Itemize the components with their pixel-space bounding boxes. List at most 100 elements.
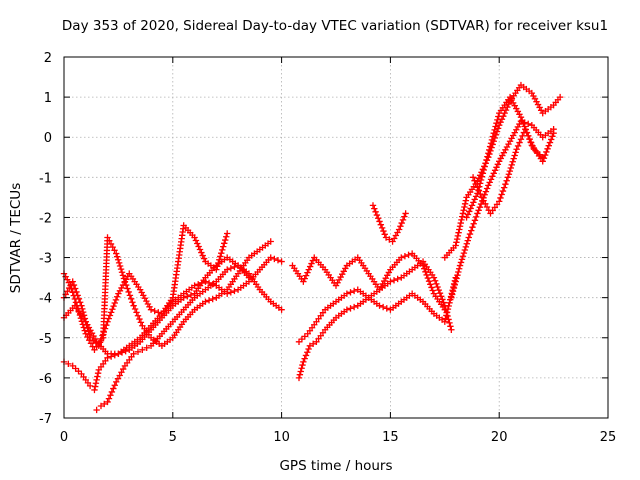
data-point-marker — [118, 369, 125, 376]
data-point-marker — [106, 237, 113, 244]
data-point-marker — [490, 170, 497, 177]
data-point-marker — [377, 221, 385, 228]
data-point-marker — [115, 259, 123, 267]
data-point-marker — [546, 139, 554, 146]
data-point-marker — [347, 289, 354, 296]
data-point-marker — [441, 318, 448, 325]
data-point-marker — [129, 299, 136, 306]
data-point-marker — [104, 318, 111, 325]
data-point-marker — [460, 207, 467, 214]
data-point-marker — [302, 352, 310, 359]
data-point-marker — [462, 243, 470, 251]
data-point-marker — [494, 161, 502, 168]
data-point-marker — [191, 282, 198, 289]
data-point-marker — [65, 360, 72, 368]
series-track-2 — [93, 262, 285, 414]
data-point-marker — [401, 213, 408, 220]
data-point-marker — [304, 349, 311, 356]
data-point-marker — [522, 126, 529, 133]
y-tick-label: 0 — [44, 131, 52, 146]
data-point-marker — [523, 129, 530, 136]
data-point-marker — [105, 395, 113, 402]
data-point-marker — [76, 299, 84, 306]
data-point-marker — [501, 109, 508, 117]
data-point-marker — [220, 243, 227, 250]
data-point-marker — [504, 174, 512, 181]
x-tick-label: 25 — [600, 430, 617, 445]
y-tick-label: -6 — [39, 372, 52, 387]
data-point-marker — [347, 305, 354, 312]
data-point-marker — [308, 260, 315, 267]
data-point-marker — [480, 197, 487, 204]
data-point-marker — [130, 350, 137, 358]
data-point-marker — [278, 258, 285, 265]
data-point-marker — [428, 284, 435, 291]
y-tick-label: -4 — [39, 292, 52, 307]
data-point-marker — [97, 402, 105, 410]
series-track-13 — [469, 126, 546, 217]
data-point-marker — [469, 174, 477, 181]
data-point-marker — [459, 210, 467, 217]
data-point-marker — [309, 340, 317, 347]
data-point-marker — [192, 237, 200, 244]
data-point-marker — [491, 126, 498, 134]
series-track-7 — [295, 274, 459, 345]
data-point-marker — [75, 295, 83, 303]
data-point-marker — [134, 348, 142, 356]
data-point-marker — [122, 347, 129, 355]
data-point-marker — [343, 290, 351, 297]
data-point-marker — [96, 339, 104, 346]
data-point-marker — [454, 272, 461, 279]
data-point-marker — [116, 372, 123, 379]
data-point-marker — [124, 285, 131, 292]
data-point-marker — [117, 265, 125, 273]
data-point-marker — [196, 246, 204, 253]
data-point-marker — [481, 163, 488, 170]
data-point-marker — [300, 278, 307, 285]
data-point-marker — [222, 236, 229, 244]
data-point-marker — [227, 289, 235, 296]
x-tick-label: 10 — [273, 430, 290, 445]
data-point-marker — [98, 335, 105, 343]
data-point-marker — [219, 246, 226, 254]
data-point-marker — [401, 253, 409, 260]
data-point-marker — [544, 145, 551, 153]
data-point-marker — [70, 281, 78, 289]
data-point-marker — [114, 256, 122, 263]
data-point-marker — [200, 255, 208, 262]
data-point-marker — [119, 365, 127, 373]
data-point-marker — [74, 292, 81, 299]
y-tick-label: -5 — [39, 332, 52, 347]
data-point-marker — [543, 148, 550, 156]
data-point-marker — [471, 196, 478, 203]
data-point-marker — [499, 187, 507, 195]
data-point-marker — [455, 268, 462, 276]
data-point-marker — [73, 288, 80, 296]
data-point-marker — [545, 142, 552, 149]
data-point-marker — [86, 382, 94, 390]
data-point-marker — [66, 284, 73, 292]
data-point-marker — [82, 318, 89, 325]
data-point-marker — [376, 302, 383, 309]
data-point-marker — [437, 293, 445, 300]
data-point-marker — [464, 237, 471, 244]
data-point-marker — [463, 214, 470, 221]
data-point-marker — [509, 158, 516, 165]
data-point-marker — [133, 309, 140, 316]
data-point-marker — [198, 249, 205, 256]
data-point-marker — [373, 211, 381, 219]
data-point-marker — [419, 262, 427, 269]
data-point-marker — [540, 154, 548, 162]
data-point-marker — [217, 253, 224, 260]
data-point-marker — [472, 213, 480, 221]
data-point-marker — [81, 315, 89, 322]
data-point-marker — [445, 302, 452, 310]
data-point-marker — [267, 238, 274, 245]
data-point-marker — [405, 251, 412, 259]
data-point-marker — [456, 262, 464, 269]
data-point-marker — [224, 230, 231, 237]
data-point-marker — [301, 275, 308, 282]
y-axis-title: SDTVAR / TECUs — [8, 183, 24, 293]
data-point-marker — [305, 266, 312, 273]
data-point-marker — [442, 315, 449, 322]
